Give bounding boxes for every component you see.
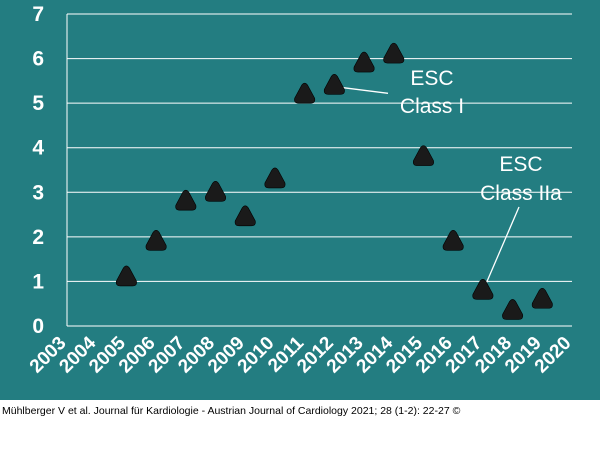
data-point-marker (413, 145, 434, 166)
data-point-marker (383, 42, 405, 64)
data-point-marker (175, 189, 197, 211)
data-point-marker (264, 167, 286, 189)
scatter-chart: 0123456720032004200520062007200820092010… (26, 3, 576, 377)
data-point-marker (472, 279, 494, 300)
y-tick-label: 1 (32, 270, 44, 293)
annotation-label: ESC (410, 67, 453, 90)
annotation-label: Class IIa (480, 182, 562, 205)
y-tick-label: 4 (32, 137, 44, 160)
y-tick-label: 0 (32, 315, 44, 338)
annotation-leader-line (484, 206, 520, 287)
annotation-label: ESC (499, 153, 542, 176)
data-point-marker (234, 205, 256, 227)
y-tick-label: 5 (32, 92, 44, 115)
data-point-marker (145, 230, 167, 251)
annotation-leader-line (340, 86, 389, 94)
data-point-marker (294, 82, 316, 104)
y-tick-label: 2 (32, 226, 44, 249)
data-point-marker (323, 74, 345, 95)
y-tick-label: 7 (32, 3, 44, 26)
data-point-marker (531, 287, 553, 309)
data-point-marker (353, 51, 375, 73)
data-point-marker (115, 265, 137, 287)
chart-panel: 0 1 2 3 4 5 6 7 2003 2004 2005 2006 2007 2008 2009 2010… (0, 0, 600, 400)
data-point-marker (502, 299, 524, 320)
y-tick-label: 6 (32, 48, 44, 71)
data-point-marker (442, 230, 464, 251)
data-point-marker (205, 180, 226, 202)
citation-caption: Mühlberger V et al. Journal für Kardiolo… (2, 405, 461, 417)
y-tick-label: 3 (32, 181, 44, 204)
annotation-label: Class I (400, 95, 464, 118)
